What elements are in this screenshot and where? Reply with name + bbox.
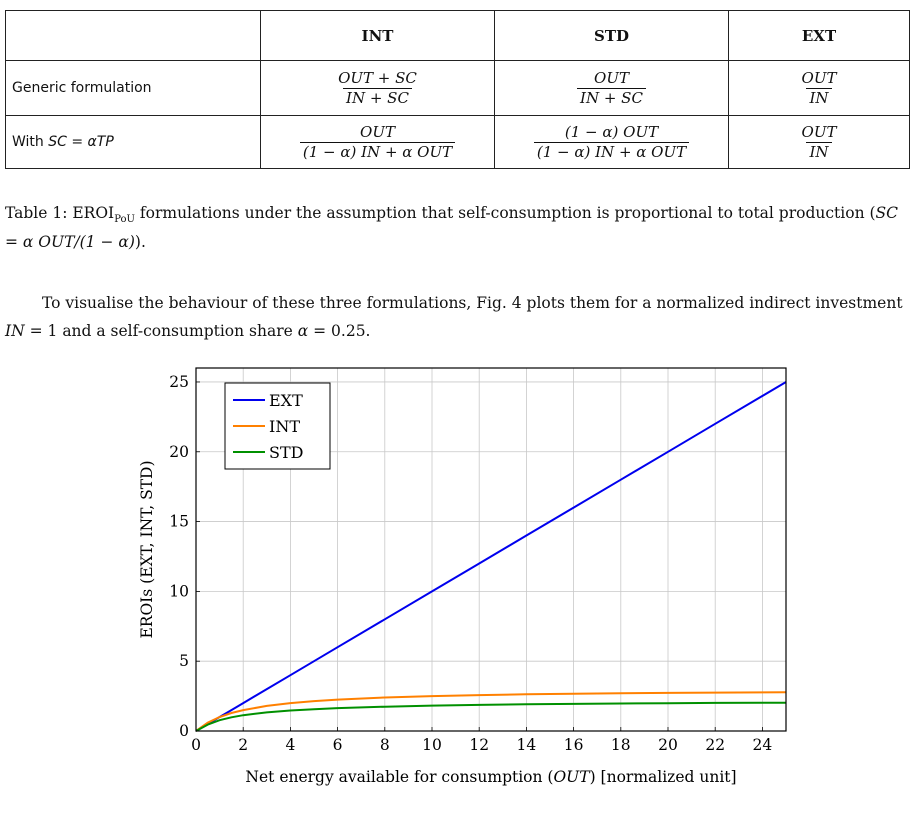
row-label-proportional: With SC = αTP (5, 115, 261, 169)
table-caption: Table 1: EROIPoU formulations under the … (5, 202, 915, 254)
x-tick-label: 10 (422, 736, 442, 754)
x-tick-label: 24 (753, 736, 773, 754)
x-axis-label: Net energy available for consumption (OU… (245, 768, 736, 786)
cell-int-proportional: OUT (1 − α) IN + α OUT (260, 115, 495, 169)
plot-frame (195, 367, 787, 732)
paragraph-text: To visualise the behaviour of these thre… (42, 294, 903, 312)
caption-math: SC = α OUT/(1 − α) (5, 204, 899, 252)
fraction: OUT IN (799, 69, 840, 108)
legend-label-ext: EXT (269, 391, 303, 410)
denominator: IN + SC (343, 87, 412, 108)
x-axis-label-math: OUT (553, 768, 591, 786)
numerator: OUT (360, 122, 395, 141)
fraction: OUT + SC IN + SC (335, 69, 420, 108)
fraction: OUT IN + SC (577, 69, 646, 108)
x-tick-label: 18 (611, 736, 631, 754)
denominator: (1 − α) IN + α OUT (299, 141, 456, 162)
numerator: OUT (594, 68, 629, 87)
cell-std-generic: OUT IN + SC (494, 60, 729, 116)
y-tick-label: 20 (169, 443, 189, 461)
legend-label-std: STD (269, 443, 303, 462)
y-tick-label: 0 (179, 722, 189, 740)
caption-subscript: PoU (114, 214, 135, 226)
numerator: OUT + SC (338, 68, 417, 87)
series-line-ext (195, 381, 787, 732)
table-row-proportional: With SC = αTP OUT (1 − α) IN + α OUT (1 −… (5, 115, 910, 169)
x-tick-label: 4 (285, 736, 295, 754)
x-axis-label-text: Net energy available for consumption ( (245, 768, 553, 786)
cell-ext-generic: OUT IN (728, 60, 910, 116)
caption-text: formulations under the assumption that s… (134, 204, 876, 222)
x-tick-label: 6 (333, 736, 343, 754)
x-tick-label: 14 (517, 736, 537, 754)
table-row-generic: Generic formulation OUT + SC IN + SC OUT I… (5, 60, 910, 116)
formulation-table: INT STD EXT Generic formulation OUT + SC… (5, 10, 910, 169)
table-header-ext: EXT (728, 10, 910, 61)
x-tick-label: 0 (191, 736, 201, 754)
fraction: (1 − α) OUT (1 − α) IN + α OUT (533, 122, 690, 162)
y-tick-label: 10 (169, 582, 189, 600)
numerator: OUT (801, 122, 837, 141)
legend-label-int: INT (269, 417, 300, 436)
cell-int-generic: OUT + SC IN + SC (260, 60, 495, 116)
series-line-int (195, 691, 787, 732)
denominator: IN (806, 141, 832, 162)
denominator: IN + SC (577, 87, 646, 108)
denominator: (1 − α) IN + α OUT (533, 141, 690, 162)
row-label-prefix: With (12, 134, 49, 150)
y-tick-label: 15 (169, 513, 189, 531)
x-tick-label: 2 (238, 736, 248, 754)
x-tick-label: 20 (658, 736, 678, 754)
y-axis-label: EROIs (EXT, INT, STD) (138, 460, 156, 638)
fraction: OUT IN (799, 123, 840, 162)
row-label-math: SC = αTP (48, 134, 114, 150)
y-tick-label: 25 (169, 373, 189, 391)
caption-end: ). (134, 233, 146, 252)
x-axis-label-text: ) [normalized unit] (590, 768, 737, 786)
numerator: OUT (801, 68, 837, 87)
paragraph-text: = 0.25. (308, 322, 371, 340)
body-paragraph: To visualise the behaviour of these thre… (5, 289, 915, 345)
cell-std-proportional: (1 − α) OUT (1 − α) IN + α OUT (494, 115, 729, 169)
x-tick-label: 16 (564, 736, 584, 754)
chart-legend: EXT INT STD (224, 382, 331, 470)
cell-ext-proportional: OUT IN (728, 115, 910, 169)
numerator: (1 − α) OUT (564, 122, 659, 141)
chart-series-lines (195, 381, 787, 732)
fraction: OUT (1 − α) IN + α OUT (299, 122, 456, 162)
x-tick-label: 8 (380, 736, 390, 754)
caption-prefix: Table 1: EROI (5, 204, 115, 222)
x-tick-label: 12 (469, 736, 489, 754)
denominator: IN (806, 87, 832, 108)
y-tick-label: 5 (179, 652, 189, 670)
paragraph-math: α (297, 322, 309, 340)
series-line-std (195, 701, 787, 732)
paragraph-text: = 1 and a self-consumption share (24, 322, 298, 340)
x-tick-label: 22 (705, 736, 725, 754)
paragraph-math: IN (5, 322, 25, 340)
